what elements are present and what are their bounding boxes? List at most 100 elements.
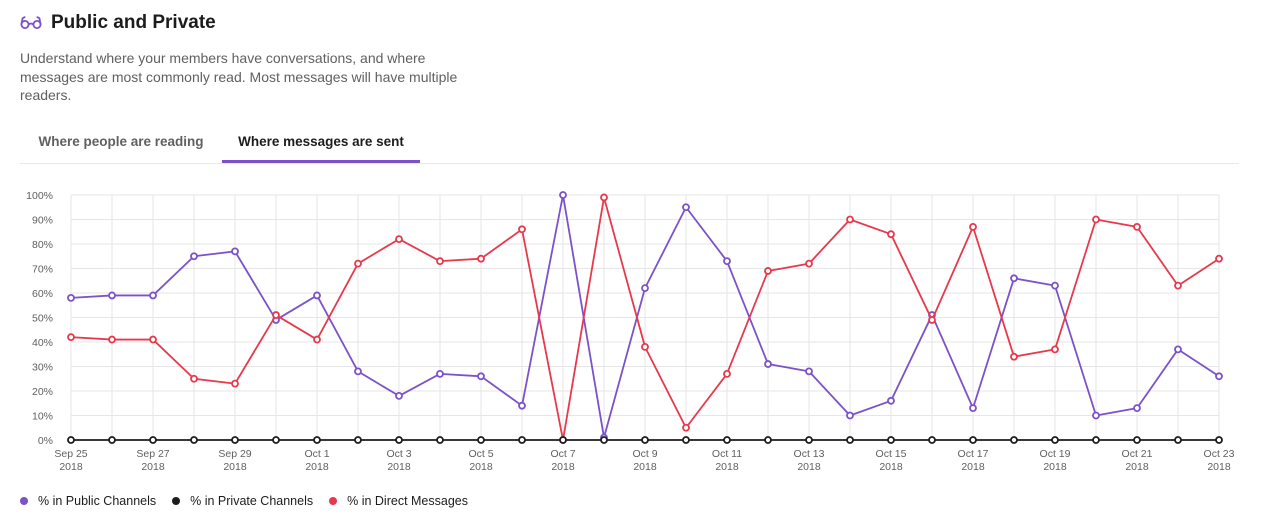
data-point-in-public-channels (518, 401, 526, 410)
data-point-in-private-channels (764, 436, 772, 444)
legend-dot-direct (329, 497, 338, 505)
data-point-in-private-channels (1010, 436, 1018, 444)
y-tick-label: 20% (32, 386, 53, 398)
legend-label-direct: % in Direct Messages (347, 494, 468, 508)
data-point-in-public-channels (764, 360, 772, 368)
legend-dot-private (172, 497, 181, 505)
data-point-in-direct-messages (149, 335, 157, 344)
data-point-in-private-channels (887, 436, 895, 444)
y-tick-label: 60% (32, 288, 53, 300)
data-point-in-public-channels (723, 257, 731, 266)
data-point-in-private-channels (436, 436, 444, 444)
x-tick-label: Oct 5 (468, 448, 493, 460)
x-tick-label: Sep 29 (218, 448, 251, 460)
section-description: Understand where your members have conve… (20, 50, 458, 103)
data-point-in-public-channels (805, 367, 813, 376)
x-tick-label: Oct 11 (712, 448, 742, 460)
x-tick-label: Oct 7 (550, 448, 575, 460)
data-point-in-private-channels (518, 436, 526, 444)
x-tick-year-label: 2018 (551, 461, 575, 473)
data-point-in-private-channels (108, 436, 116, 444)
data-point-in-private-channels (1051, 436, 1059, 444)
data-point-in-private-channels (354, 436, 362, 444)
data-point-in-direct-messages (1215, 254, 1223, 263)
section-header: Public and Private (20, 12, 216, 34)
y-tick-label: 50% (32, 313, 53, 325)
page-title: Public and Private (51, 12, 216, 33)
x-tick-year-label: 2018 (59, 461, 83, 473)
data-point-in-public-channels (1010, 274, 1018, 283)
data-point-in-public-channels (108, 291, 116, 300)
tab-where-messages-are-sent[interactable]: Where messages are sent (222, 122, 420, 163)
legend-item-private[interactable]: % in Private Channels (172, 494, 313, 508)
glasses-icon (20, 12, 42, 34)
line-chart: 0%10%20%30%40%50%60%70%80%90%100%Sep 252… (26, 190, 1235, 473)
x-tick-label: Sep 27 (136, 448, 169, 460)
y-tick-label: 40% (32, 337, 53, 349)
data-point-in-direct-messages (190, 374, 198, 383)
x-tick-label: Sep 25 (54, 448, 87, 460)
x-tick-year-label: 2018 (879, 461, 903, 473)
data-point-in-public-channels (969, 404, 977, 413)
data-point-in-public-channels (190, 252, 198, 261)
tab-where-people-are-reading[interactable]: Where people are reading (38, 133, 204, 149)
x-tick-label: Oct 3 (386, 448, 411, 460)
x-tick-year-label: 2018 (305, 461, 329, 473)
x-tick-label: Oct 23 (1204, 448, 1235, 460)
x-tick-year-label: 2018 (223, 461, 247, 473)
x-tick-label: Oct 1 (304, 448, 329, 460)
data-point-in-public-channels (1174, 345, 1182, 354)
chart-legend: % in Public Channels % in Private Channe… (20, 494, 484, 508)
data-point-in-public-channels (149, 291, 157, 300)
data-point-in-private-channels (272, 436, 280, 444)
x-tick-year-label: 2018 (1207, 461, 1231, 473)
data-point-in-direct-messages (1133, 222, 1141, 231)
data-point-in-public-channels (477, 372, 485, 381)
data-point-in-direct-messages (313, 335, 321, 344)
data-point-in-public-channels (1215, 372, 1223, 381)
x-tick-label: Oct 9 (632, 448, 657, 460)
data-point-in-direct-messages (395, 235, 403, 243)
data-point-in-public-channels (313, 291, 321, 300)
data-point-in-direct-messages (600, 193, 608, 202)
data-point-in-direct-messages (436, 257, 444, 266)
data-point-in-private-channels (1133, 436, 1141, 444)
x-tick-label: Oct 21 (1122, 448, 1153, 460)
data-point-in-private-channels (231, 436, 239, 444)
x-tick-year-label: 2018 (141, 461, 165, 473)
y-tick-label: 80% (32, 239, 53, 251)
data-point-in-public-channels (1092, 411, 1100, 420)
data-point-in-private-channels (313, 436, 321, 444)
data-point-in-public-channels (682, 203, 690, 212)
data-point-in-direct-messages (272, 311, 280, 319)
data-point-in-private-channels (723, 436, 731, 444)
data-point-in-public-channels (887, 396, 895, 405)
data-point-in-private-channels (1174, 436, 1182, 444)
data-point-in-direct-messages (641, 342, 649, 351)
legend-item-direct[interactable]: % in Direct Messages (329, 494, 468, 508)
data-point-in-public-channels (1051, 281, 1059, 290)
legend-item-public[interactable]: % in Public Channels (20, 494, 156, 508)
data-point-in-public-channels (67, 294, 75, 302)
x-tick-year-label: 2018 (387, 461, 411, 473)
data-point-in-public-channels (1133, 404, 1141, 413)
data-point-in-direct-messages (969, 222, 977, 231)
data-point-in-direct-messages (1010, 352, 1018, 361)
data-point-in-private-channels (682, 436, 690, 444)
data-point-in-private-channels (149, 436, 157, 444)
data-point-in-direct-messages (928, 316, 936, 324)
data-point-in-private-channels (928, 436, 936, 444)
data-point-in-private-channels (1215, 436, 1223, 444)
data-point-in-public-channels (354, 367, 362, 376)
y-tick-label: 0% (38, 435, 53, 447)
data-point-in-direct-messages (682, 423, 690, 432)
x-tick-label: Oct 19 (1040, 448, 1071, 460)
data-point-in-private-channels (600, 436, 608, 444)
legend-label-public: % in Public Channels (38, 494, 157, 508)
data-point-in-public-channels (436, 369, 444, 378)
data-point-in-private-channels (559, 436, 567, 444)
data-point-in-private-channels (1092, 436, 1100, 444)
data-point-in-direct-messages (477, 254, 485, 263)
data-point-in-direct-messages (887, 230, 895, 239)
data-point-in-public-channels (846, 411, 854, 420)
